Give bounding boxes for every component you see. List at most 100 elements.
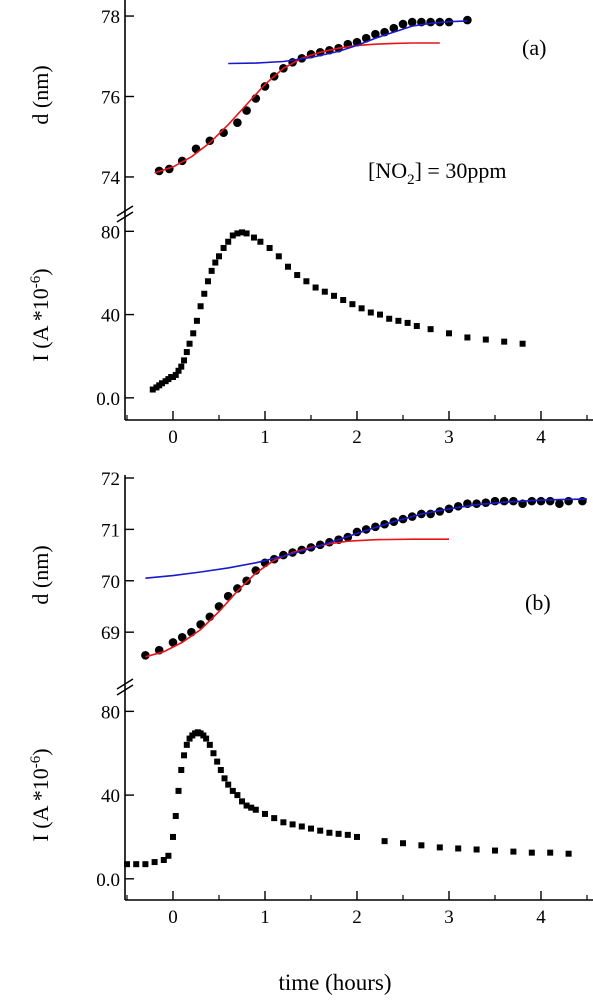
data-point	[321, 288, 328, 295]
panel-b-axis-break	[116, 678, 134, 696]
data-point	[358, 305, 365, 312]
data-point	[201, 290, 208, 297]
data-point	[208, 267, 215, 274]
data-point	[206, 741, 213, 748]
x-axis-title: time (hours)	[278, 970, 391, 995]
x-tick-label: 1	[260, 427, 270, 448]
data-point	[212, 259, 219, 266]
data-point	[271, 815, 278, 822]
data-point	[435, 507, 445, 516]
panel-a-top-plot	[154, 15, 472, 176]
data-point	[242, 106, 251, 115]
panel-a-bottom-plot	[149, 229, 526, 393]
y-tick-label: 76	[101, 88, 120, 109]
data-point	[381, 838, 388, 845]
data-point	[519, 340, 526, 347]
panel-a-concentration-annotation: [NO2] = 30ppm	[368, 158, 506, 188]
data-point	[536, 496, 546, 506]
x-tick-label: 1	[260, 907, 270, 928]
data-point	[331, 292, 337, 299]
data-point	[285, 263, 291, 270]
panel-b-top-ylabel: d (nm)	[28, 545, 53, 604]
data-point	[464, 334, 471, 341]
data-point	[436, 844, 443, 851]
data-point	[262, 810, 268, 817]
data-point	[398, 19, 408, 29]
data-point	[501, 338, 508, 345]
data-point	[225, 238, 232, 245]
data-point	[178, 363, 185, 370]
data-point	[312, 284, 319, 291]
data-point	[289, 821, 296, 828]
y-tick-label: 71	[101, 520, 120, 541]
x-tick-label: 4	[536, 427, 546, 448]
data-point	[565, 850, 572, 857]
panel-b-x-ticks: 0 1 2 3 4	[126, 891, 588, 928]
data-point	[223, 591, 233, 601]
data-point	[545, 496, 555, 506]
data-point	[229, 232, 236, 239]
data-point	[197, 303, 204, 310]
data-point	[418, 842, 425, 849]
data-point	[250, 234, 257, 241]
data-point	[178, 766, 185, 773]
data-point	[490, 496, 500, 506]
data-point	[367, 309, 374, 316]
panel-a-bottom-ylabel: I (A *10-6)	[28, 268, 53, 361]
data-point	[203, 735, 210, 742]
data-point	[175, 787, 182, 794]
data-point	[242, 576, 251, 586]
x-tick-label: 0	[168, 907, 178, 928]
data-point	[426, 17, 435, 27]
x-tick-label: 0	[168, 427, 178, 448]
x-tick-label: 3	[444, 907, 454, 928]
data-point	[217, 766, 224, 773]
data-point	[158, 380, 165, 387]
data-point	[229, 787, 236, 794]
data-point	[216, 253, 222, 260]
data-point	[377, 311, 383, 318]
data-point	[168, 638, 178, 647]
data-point	[482, 336, 489, 343]
data-point	[225, 781, 232, 788]
data-point	[183, 349, 190, 356]
panel-b-top-ticks: 69 70 71 72	[101, 469, 134, 644]
y-tick-label: 69	[101, 623, 120, 644]
data-point	[446, 330, 452, 337]
data-point	[481, 498, 491, 507]
data-point	[389, 23, 399, 33]
data-point	[404, 319, 411, 326]
data-point	[371, 29, 380, 39]
data-point	[395, 317, 402, 324]
panel-b-bottom-ticks: 0.0 40 80	[96, 702, 134, 891]
data-point	[214, 758, 221, 765]
data-point	[280, 819, 287, 826]
data-point	[124, 861, 130, 868]
panel-a-bottom-ticks: 0.0 40 80	[96, 222, 134, 410]
data-point	[317, 827, 324, 834]
y-tick-label: 74	[101, 168, 121, 189]
data-point	[275, 253, 282, 260]
data-point	[499, 496, 509, 506]
data-point	[252, 806, 259, 813]
data-point	[257, 238, 264, 245]
data-point	[233, 584, 242, 593]
data-point	[308, 825, 314, 832]
data-point	[472, 499, 481, 508]
panel-a-top-ticks: 74 76 78	[101, 7, 134, 189]
fit-line	[154, 42, 440, 174]
data-point	[473, 846, 480, 853]
data-point	[172, 813, 179, 820]
data-point	[133, 861, 140, 868]
y-tick-label: 40	[101, 306, 120, 327]
data-point	[407, 17, 417, 27]
y-tick-label: 78	[101, 7, 120, 28]
data-point	[205, 136, 215, 146]
data-point	[455, 845, 462, 852]
data-point	[386, 315, 393, 322]
x-tick-label: 4	[536, 907, 546, 928]
data-point	[234, 792, 241, 799]
data-point	[248, 804, 255, 811]
data-point	[354, 833, 360, 840]
